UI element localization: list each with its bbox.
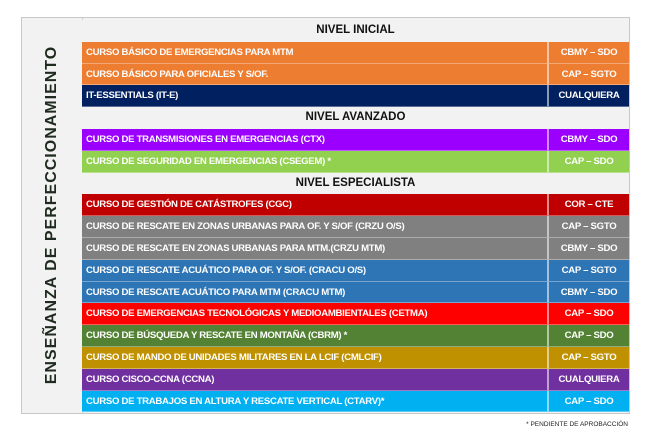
course-row: IT-ESSENTIALS (IT-E) CUALQUIERA (82, 85, 629, 108)
course-name: CURSO DE SEGURIDAD EN EMERGENCIAS (CSEGE… (82, 151, 547, 173)
course-row: CURSO DE BÚSQUEDA Y RESCATE EN MONTAÑA (… (82, 325, 629, 347)
course-row: CURSO DE EMERGENCIAS TECNOLÓGICAS Y MEDI… (82, 303, 629, 326)
course-rank: CAP – SGTO (547, 259, 629, 282)
course-row: CURSO DE RESCATE EN ZONAS URBANAS PARA M… (82, 237, 629, 260)
course-row: CURSO DE RESCATE ACUÁTICO PARA OF. Y S/O… (82, 259, 629, 282)
course-name: CURSO CISCO-CCNA (CCNA) (82, 369, 547, 391)
course-name: CURSO DE GESTIÓN DE CATÁSTROFES (CGC) (82, 194, 547, 217)
course-row: CURSO DE TRANSMISIONES EN EMERGENCIAS (C… (82, 128, 629, 151)
course-rank: CBMY – SDO (547, 281, 629, 304)
section-header: NIVEL ESPECIALISTA (82, 172, 629, 195)
course-rank: CAP – SGTO (547, 63, 629, 86)
course-rank: CUALQUIERA (547, 85, 629, 108)
course-row: CURSO DE RESCATE ACUÁTICO PARA MTM (CRAC… (82, 281, 629, 304)
course-rank: CAP – SDO (547, 390, 629, 413)
course-row: CURSO BÁSICO DE EMERGENCIAS PARA MTM CBMY… (82, 41, 629, 64)
course-name: CURSO BÁSICO PARA OFICIALES Y S/OF. (82, 64, 547, 86)
course-row: CURSO CISCO-CCNA (CCNA) CUALQUIERA (82, 368, 629, 391)
course-row: CURSO DE SEGURIDAD EN EMERGENCIAS (CSEGE… (82, 150, 629, 173)
course-row: CURSO DE TRABAJOS EN ALTURA Y RESCATE VE… (82, 390, 629, 413)
course-rank: CBMY – SDO (547, 128, 629, 151)
course-name: CURSO BÁSICO DE EMERGENCIAS PARA MTM (82, 42, 547, 64)
course-name: CURSO DE MANDO DE UNIDADES MILITARES EN … (82, 347, 547, 369)
section-header: NIVEL INICIAL (82, 20, 629, 42)
courses-table: ENSEÑANZA DE PERFECCIONAMIENTO NIVEL INI… (21, 17, 630, 414)
course-name: CURSO DE BÚSQUEDA Y RESCATE EN MONTAÑA (… (82, 325, 547, 347)
course-name: CURSO DE TRANSMISIONES EN EMERGENCIAS (C… (82, 129, 547, 151)
side-title: ENSEÑANZA DE PERFECCIONAMIENTO (43, 45, 60, 385)
course-name: IT-ESSENTIALS (IT-E) (82, 85, 547, 108)
course-row: CURSO DE RESCATE EN ZONAS URBANAS PARA O… (82, 216, 629, 238)
course-name: CURSO DE TRABAJOS EN ALTURA Y RESCATE VE… (82, 391, 547, 413)
course-rank: CUALQUIERA (547, 368, 629, 391)
course-name: CURSO DE RESCATE ACUÁTICO PARA MTM (CRAC… (82, 282, 547, 304)
course-name: CURSO DE RESCATE EN ZONAS URBANAS PARA O… (82, 216, 547, 238)
course-name: CURSO DE EMERGENCIAS TECNOLÓGICAS Y MEDI… (82, 303, 547, 326)
course-name: CURSO DE RESCATE EN ZONAS URBANAS PARA M… (82, 238, 547, 260)
footnote: * PENDIENTE DE APROBACCIÓN (526, 421, 628, 428)
course-rank: CBMY – SDO (547, 237, 629, 260)
table-body: NIVEL INICIAL CURSO BÁSICO DE EMERGENCIAS… (82, 20, 629, 413)
course-row: CURSO BÁSICO PARA OFICIALES Y S/OF. CAP –… (82, 63, 629, 86)
course-row: CURSO DE MANDO DE UNIDADES MILITARES EN … (82, 346, 629, 369)
course-rank: CAP – SDO (547, 150, 629, 173)
course-rank: COR – CTE (547, 194, 629, 217)
section-header: NIVEL AVANZADO (82, 107, 629, 129)
course-rank: CAP – SGTO (547, 216, 629, 238)
course-row: CURSO DE GESTIÓN DE CATÁSTROFES (CGC) COR… (82, 194, 629, 217)
course-rank: CAP – SGTO (547, 346, 629, 369)
course-rank: CAP – SDO (547, 325, 629, 347)
course-name: CURSO DE RESCATE ACUÁTICO PARA OF. Y S/O… (82, 260, 547, 282)
course-rank: CBMY – SDO (547, 41, 629, 64)
course-rank: CAP – SDO (547, 303, 629, 326)
side-title-cell: ENSEÑANZA DE PERFECCIONAMIENTO (22, 18, 83, 413)
